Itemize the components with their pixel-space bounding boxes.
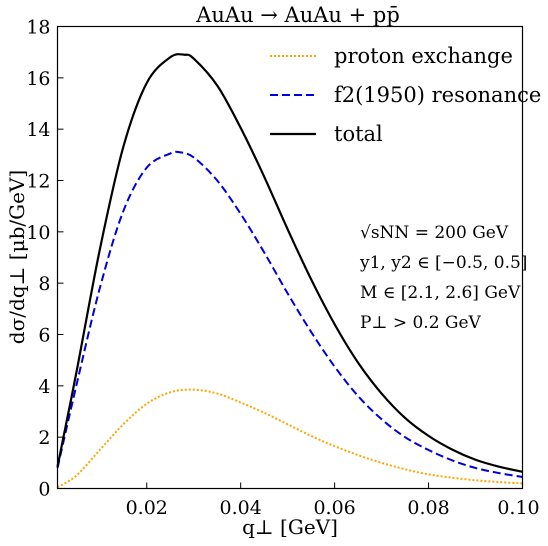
y-tick-label: 8: [38, 273, 50, 295]
y-tick-label: 18: [26, 17, 50, 39]
y-tick-label: 12: [26, 171, 50, 193]
annotation-line-1: y1, y2 ∈ [−0.5, 0.5]: [359, 253, 527, 273]
annotation-line-0: √sNN = 200 GeV: [360, 223, 509, 243]
x-tick-label: 0.10: [497, 497, 539, 519]
plot-area: [56, 53, 523, 489]
legend-label-1: f2(1950) resonance: [334, 83, 541, 107]
y-axis-label: dσ/dq⊥ [μb/GeV]: [5, 170, 29, 344]
annotation-box: √sNN = 200 GeV y1, y2 ∈ [−0.5, 0.5] M ∈ [2…: [359, 223, 527, 333]
y-tick-label: 2: [38, 427, 50, 449]
plot-frame: [56, 25, 524, 490]
series-line-2: [56, 53, 523, 473]
y-tick-label: 16: [26, 68, 50, 90]
x-tick-label: 0.04: [220, 497, 262, 519]
legend-label-0: proton exchange: [334, 44, 513, 68]
x-tick-label: 0.02: [126, 497, 168, 519]
y-tick-label: 0: [38, 479, 50, 501]
annotation-line-3: P⊥ > 0.2 GeV: [360, 313, 482, 333]
y-axis: 0 2 4 6 8 10 12 14 16 18: [26, 17, 64, 501]
legend: proton exchange f2(1950) resonance total: [270, 44, 541, 146]
x-axis-label: q⊥ [GeV]: [242, 515, 338, 539]
x-tick-label: 0.08: [407, 497, 449, 519]
series-line-0: [56, 388, 523, 489]
x-tick-label: 0.06: [313, 497, 355, 519]
annotation-line-2: M ∈ [2.1, 2.6] GeV: [360, 283, 521, 303]
legend-label-2: total: [334, 122, 383, 146]
y-tick-label: 6: [38, 325, 50, 347]
series-line-1: [56, 150, 523, 478]
y-tick-label: 14: [26, 119, 50, 141]
y-tick-label: 10: [26, 222, 50, 244]
y-tick-label: 4: [38, 376, 50, 398]
x-axis: 0.02 0.04 0.06 0.08 0.10: [126, 482, 540, 519]
chart-title: AuAu → AuAu + pp̄: [195, 3, 400, 27]
